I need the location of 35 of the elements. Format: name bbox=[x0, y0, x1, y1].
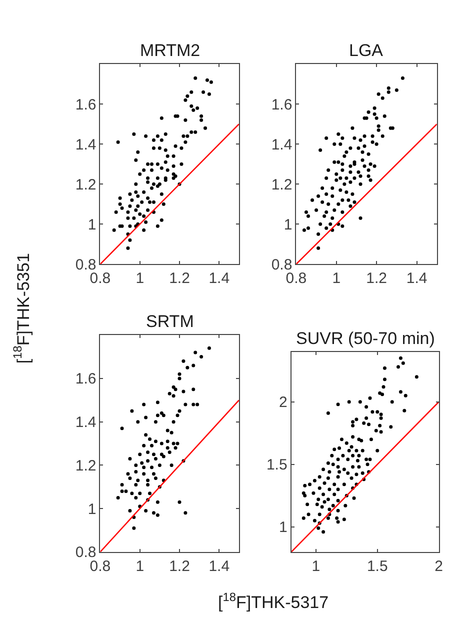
y-tick-label: 0.8 bbox=[75, 544, 96, 562]
y-tick-label: 1 bbox=[88, 216, 96, 234]
y-tick-label: 0.8 bbox=[271, 256, 292, 274]
x-tick-label: 1.5 bbox=[366, 558, 388, 575]
x-axis-title: [$^{18}$F]THK-5317 bbox=[218, 590, 329, 612]
x-tick-label: 1.4 bbox=[406, 270, 428, 288]
y-tick-label: 1.6 bbox=[271, 96, 292, 114]
chart-title: LGA bbox=[349, 41, 384, 60]
x-tick-label: 1 bbox=[312, 558, 320, 575]
x-tick-label: 1 bbox=[136, 270, 144, 288]
y-tick-label: 1.4 bbox=[271, 136, 292, 154]
y-tick-label: 1.4 bbox=[75, 414, 96, 432]
x-tick-label: 1.4 bbox=[208, 270, 230, 288]
y-tick-label: 2 bbox=[279, 394, 288, 412]
x-tick-label: 1 bbox=[136, 558, 144, 575]
chart-title: MRTM2 bbox=[140, 41, 200, 60]
chart-title: SUVR (50-70 min) bbox=[296, 329, 435, 348]
y-tick-label: 1.5 bbox=[266, 456, 288, 474]
x-tick-label: 1 bbox=[332, 270, 341, 288]
x-tick-label: 1.4 bbox=[208, 558, 230, 575]
y-tick-label: 1 bbox=[88, 500, 96, 518]
y-tick-label: 1.2 bbox=[271, 176, 292, 194]
y-tick-label: 1 bbox=[284, 216, 292, 234]
x-tick-label: 1.2 bbox=[366, 270, 388, 288]
x-tick-label: 1.2 bbox=[169, 270, 190, 288]
y-tick-label: 1.6 bbox=[75, 96, 96, 114]
y-tick-label: 1.4 bbox=[75, 136, 96, 154]
y-tick-label: 1.2 bbox=[75, 457, 96, 474]
y-tick-label: 1.2 bbox=[75, 176, 96, 194]
x-tick-label: 2 bbox=[434, 558, 443, 575]
y-tick-label: 0.8 bbox=[75, 256, 96, 274]
x-tick-label: 1.2 bbox=[169, 558, 190, 575]
y-tick-label: 1 bbox=[279, 519, 288, 536]
chart-title: SRTM bbox=[146, 312, 194, 331]
y-tick-label: 1.6 bbox=[75, 370, 96, 388]
